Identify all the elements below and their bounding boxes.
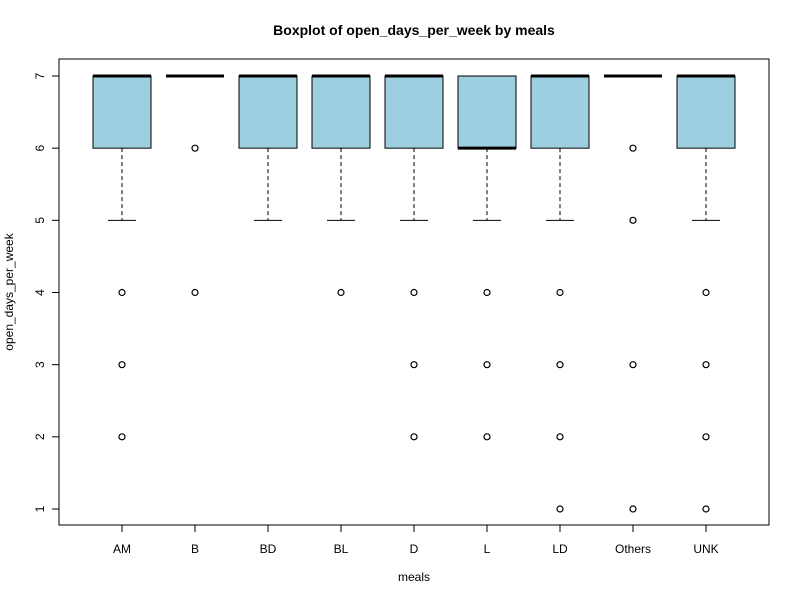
outlier-point [410,288,418,297]
x-axis-label: meals [398,570,430,584]
box [238,75,298,149]
outlier-point [556,288,564,297]
box [676,75,736,149]
box-group [384,74,444,441]
outlier-point [702,433,710,441]
y-tick-label: 4 [33,289,47,296]
x-tick-label: LD [552,542,568,556]
outlier-point [483,361,491,369]
y-axis-label: open_days_per_week [2,232,16,350]
outlier-point [410,361,418,369]
x-tick-label: AM [113,542,131,556]
y-tick-label: 7 [33,72,47,79]
x-axis: AM B BD BL D L LD Others UNK [113,524,719,556]
y-axis: 1 2 3 4 5 6 7 [33,72,60,512]
box [92,75,152,149]
outlier-point [702,288,710,297]
box-group [311,74,371,297]
x-tick-label: Others [615,542,651,556]
y-tick-label: 3 [33,361,47,368]
y-tick-label: 5 [33,217,47,224]
outlier-point [629,361,637,369]
box-group [166,74,224,297]
outlier-point [702,505,710,513]
outlier-point [118,288,126,297]
y-tick-label: 6 [33,145,47,152]
box-group [676,74,736,513]
outlier-point [191,288,199,297]
box-group [238,74,298,221]
box [530,75,590,149]
outlier-point [118,433,126,441]
box [311,75,371,149]
outlier-point [118,361,126,369]
outlier-point [702,361,710,369]
outlier-point [629,505,637,513]
outlier-point [483,433,491,441]
x-tick-label: L [484,542,491,556]
box-group [92,74,152,441]
box-group [604,74,662,513]
outlier-point [556,433,564,441]
y-tick-label: 2 [33,433,47,440]
x-tick-label: D [410,542,419,556]
boxes-layer [92,74,736,513]
x-tick-label: BL [334,542,349,556]
chart-title: Boxplot of open_days_per_week by meals [273,22,555,38]
outlier-point [337,288,345,297]
x-tick-label: BD [260,542,277,556]
box [384,75,444,149]
x-tick-label: UNK [693,542,718,556]
outlier-point [556,361,564,369]
box [457,75,517,149]
outlier-point [629,216,637,224]
y-tick-label: 1 [33,505,47,512]
outlier-point [483,288,491,297]
box-group [457,75,517,441]
outlier-point [629,144,637,152]
box-group [530,74,590,513]
x-tick-label: B [191,542,199,556]
outlier-point [556,505,564,513]
outlier-point [191,144,199,152]
outlier-point [410,433,418,441]
